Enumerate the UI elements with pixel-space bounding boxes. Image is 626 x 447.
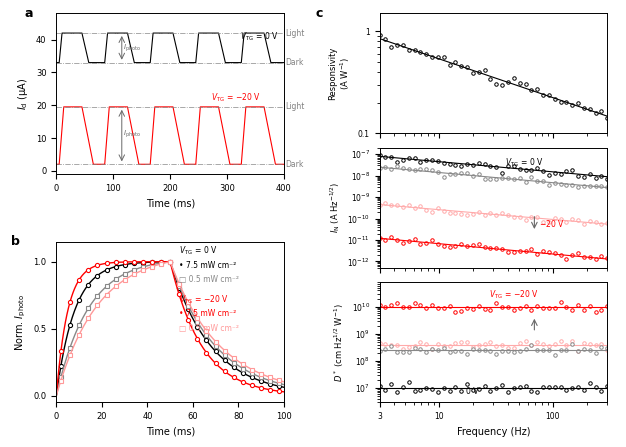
Text: □ 0.5 mW cm⁻²: □ 0.5 mW cm⁻² xyxy=(179,275,239,284)
Text: $V_{\rm TG}$ = $-$20 V: $V_{\rm TG}$ = $-$20 V xyxy=(489,288,538,301)
Y-axis label: $D^*$ (cm Hz$^{1/2}$ W$^{-1}$): $D^*$ (cm Hz$^{1/2}$ W$^{-1}$) xyxy=(332,303,346,382)
Text: $-$20 V: $-$20 V xyxy=(539,218,565,229)
Text: $V_{\rm TG}$ = 0 V: $V_{\rm TG}$ = 0 V xyxy=(505,156,543,169)
Y-axis label: Responsivity
(A W$^{-1}$): Responsivity (A W$^{-1}$) xyxy=(328,47,352,100)
Text: Light: Light xyxy=(285,29,304,38)
X-axis label: Frequency (Hz): Frequency (Hz) xyxy=(456,426,530,437)
Text: a: a xyxy=(24,7,33,20)
Text: $I_{\rm photo}$: $I_{\rm photo}$ xyxy=(123,128,141,139)
Y-axis label: Norm. $I_{\rm photo}$: Norm. $I_{\rm photo}$ xyxy=(14,293,28,350)
Text: c: c xyxy=(316,8,323,21)
Y-axis label: $I_{\rm N}$ (A Hz$^{-1/2}$): $I_{\rm N}$ (A Hz$^{-1/2}$) xyxy=(327,182,342,233)
Text: b: b xyxy=(11,235,19,248)
Text: $I_{\rm photo}$: $I_{\rm photo}$ xyxy=(123,42,141,54)
Text: • 7.5 mW cm⁻²: • 7.5 mW cm⁻² xyxy=(179,261,237,270)
Text: Dark: Dark xyxy=(285,58,304,67)
X-axis label: Time (ms): Time (ms) xyxy=(145,426,195,437)
Text: • 7.5 mW cm⁻²: • 7.5 mW cm⁻² xyxy=(179,309,237,318)
Text: $V_{\rm TG}$ = 0 V: $V_{\rm TG}$ = 0 V xyxy=(179,245,218,257)
X-axis label: Time (ms): Time (ms) xyxy=(145,198,195,208)
Text: $V_{\rm TG}$ = $-$20 V: $V_{\rm TG}$ = $-$20 V xyxy=(179,293,229,306)
Y-axis label: $I_{\rm d}$ (μA): $I_{\rm d}$ (μA) xyxy=(16,78,31,110)
Text: $V_{\rm TG}$ = $-$20 V: $V_{\rm TG}$ = $-$20 V xyxy=(212,91,261,104)
Text: Light: Light xyxy=(285,102,304,111)
Text: $V_{\rm TG}$ = 0 V: $V_{\rm TG}$ = 0 V xyxy=(240,31,279,43)
Text: Dark: Dark xyxy=(285,160,304,169)
Text: 0 V: 0 V xyxy=(466,387,479,396)
Text: □ 0.5 mW cm⁻²: □ 0.5 mW cm⁻² xyxy=(179,324,239,333)
